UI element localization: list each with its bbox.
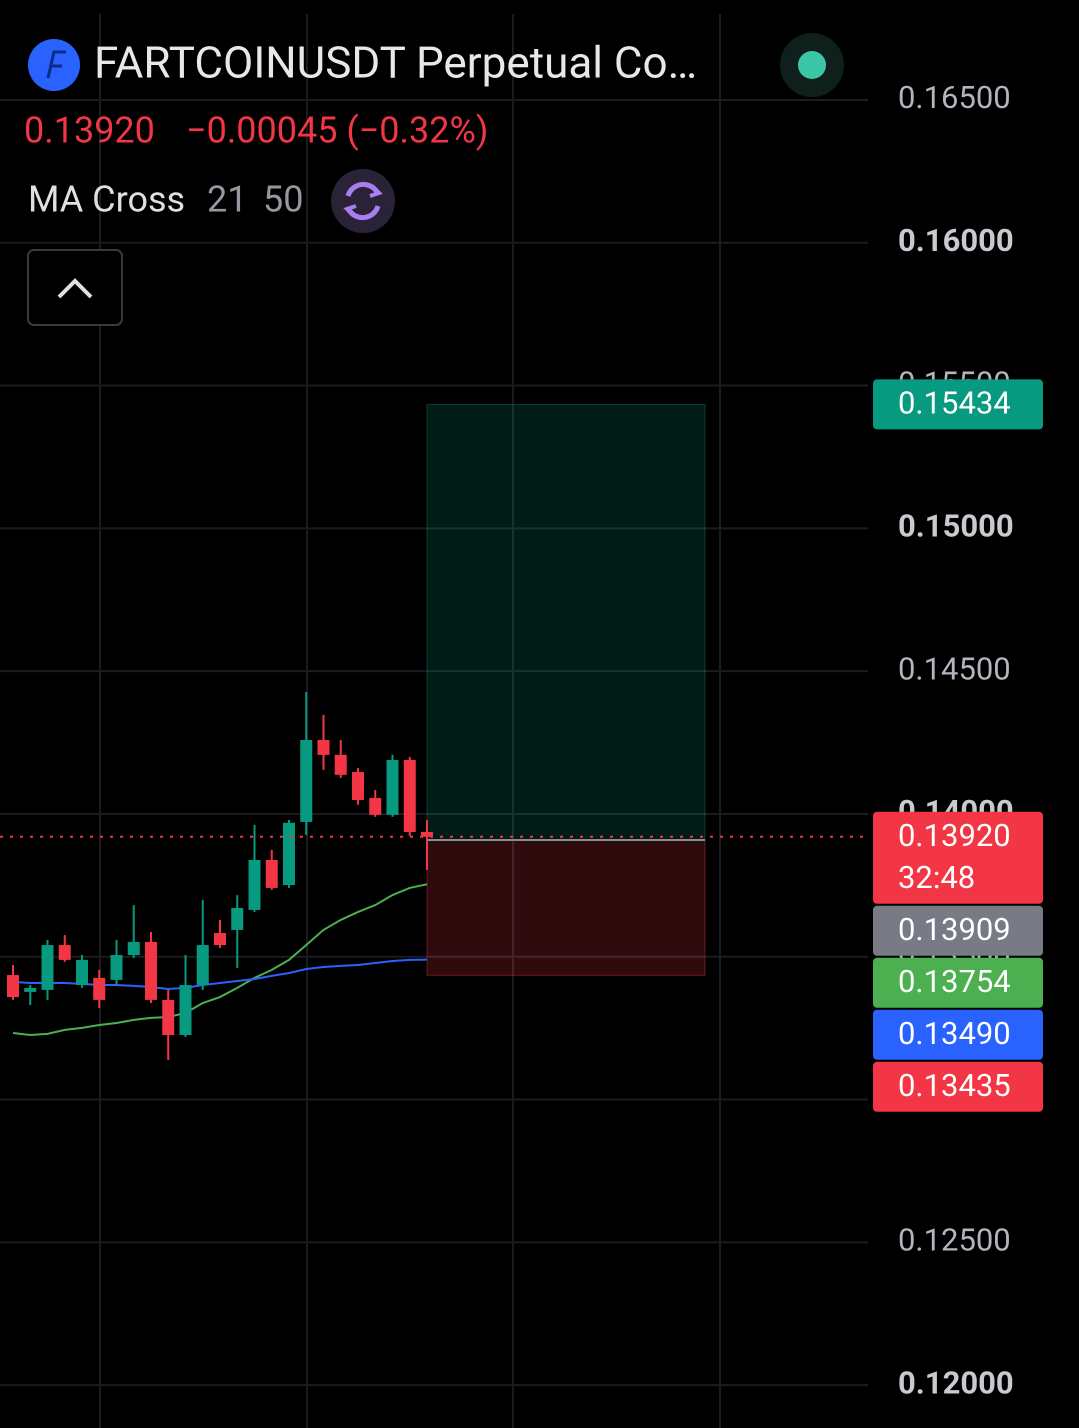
logo-glyph [46,50,66,79]
candle-body [24,987,37,992]
price-tag-label: 0.13435 [898,1067,1011,1104]
price-tag-label: 0.13909 [898,911,1011,948]
candle-body [248,859,261,910]
refresh-arrows [343,184,383,218]
price-tag-box [873,1061,1043,1112]
countdown: 32:48 [898,859,975,896]
candle-body [317,739,330,755]
price-tag: 0.13754 [873,957,1043,1008]
candle-body [58,945,71,960]
candle-body [334,754,347,775]
candle-body [386,759,399,815]
candle-body [283,822,295,886]
candle-body [231,907,244,930]
candle-body [179,985,192,1036]
candle-body [300,739,313,822]
take-profit-zone [426,403,706,841]
price-tag: 0.13920 32:48 [873,811,1043,904]
price-tag: 0.15434 [873,379,1043,430]
candle-body [421,831,433,837]
price-tag-box [873,905,1043,956]
symbol-title: FARTCOINUSDT Perpetual Co… [94,37,697,89]
candle-body [41,945,54,990]
indicator-param: 50 [263,179,303,221]
candle-body [110,955,123,980]
header: FARTCOINUSDT Perpetual Co… 0.13920 −0.00… [24,33,844,326]
indicator-button[interactable] [331,169,395,233]
price-tag-label: 0.15434 [898,385,1011,422]
price-tag-box [873,811,1043,904]
chevron-up [57,278,93,299]
last-price: 0.13920 [24,110,155,152]
price-change: −0.00045 (−0.32%) [186,110,488,152]
candle-body [145,941,157,1000]
candle-body [93,977,106,1000]
candle-body [369,797,382,815]
price-tag-label: 0.13920 [898,817,1011,854]
indicator-name: MA Cross [28,179,185,221]
candle-body [196,945,209,986]
y-tick-label: 0.14500 [898,650,1011,687]
candle-body [265,859,278,888]
y-tick-label: 0.12500 [898,1222,1011,1259]
status-dot [798,51,826,79]
y-tick-label: 0.15000 [898,508,1014,545]
ma-line [12,883,428,1037]
candle-body [214,933,226,946]
price-tag: 0.13490 [873,1009,1043,1060]
candle-body [162,999,175,1036]
y-tick-label: 0.16500 [898,79,1011,116]
candle-body [76,959,88,986]
indicator-param: 21 [207,179,247,221]
candle-body [352,771,364,800]
stop-loss-zone [426,839,706,976]
candle-body [7,975,19,998]
collapse-button[interactable] [27,249,123,326]
price-tag-label: 0.13490 [898,1015,1011,1052]
price-tag: 0.13435 [873,1061,1043,1112]
price-tag: 0.13909 [873,905,1043,956]
price-axis: 0.165000.160000.155000.150000.145000.140… [873,79,1043,1401]
candle-body [127,941,140,956]
price-tag-box [873,1009,1043,1060]
candle-body [403,759,416,832]
plot [0,403,868,1060]
price-tag-label: 0.13754 [898,963,1011,1000]
price-tag-box [873,379,1043,430]
y-tick-label: 0.12000 [898,1364,1014,1401]
price-tag-box [873,957,1043,1008]
y-tick-label: 0.16000 [898,222,1014,259]
